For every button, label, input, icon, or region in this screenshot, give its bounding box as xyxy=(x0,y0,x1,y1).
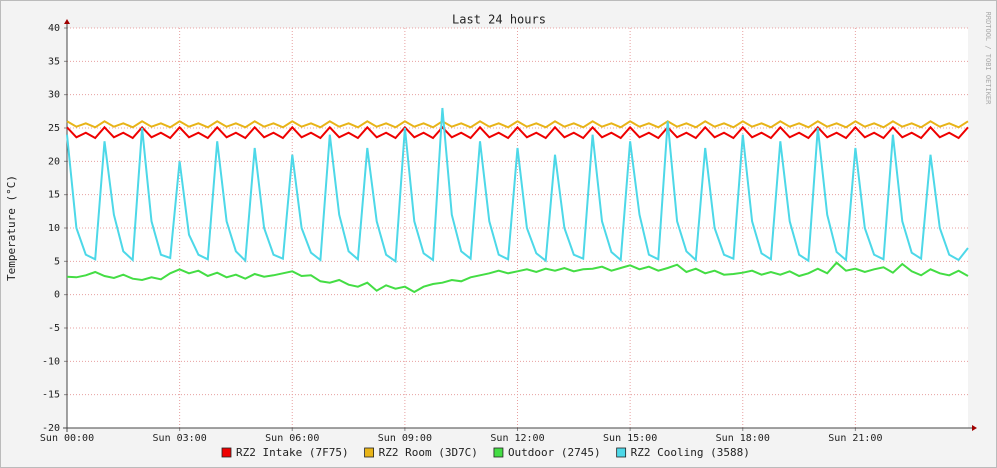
y-tick-label: 30 xyxy=(48,90,60,101)
legend-label: RZ2 Cooling (3588) xyxy=(631,446,750,459)
y-tick-label: 10 xyxy=(48,223,60,234)
legend-swatch xyxy=(221,447,232,458)
series-line xyxy=(66,107,969,264)
x-tick-label: Sun 12:00 xyxy=(490,433,544,444)
series-line xyxy=(66,125,969,140)
y-tick-label: -10 xyxy=(42,356,60,367)
y-tick-label: 5 xyxy=(54,256,60,267)
y-tick-label: 35 xyxy=(48,56,60,67)
y-axis-arrow xyxy=(64,19,70,24)
legend-swatch xyxy=(364,447,374,458)
series-line xyxy=(66,261,969,294)
legend-swatch xyxy=(616,447,627,458)
legend-label: RZ2 Intake (7F75) xyxy=(236,446,349,459)
x-tick-label: Sun 15:00 xyxy=(603,433,657,444)
y-tick-label: 25 xyxy=(48,123,60,134)
chart-title: Last 24 hours xyxy=(452,13,546,27)
y-tick-label: -15 xyxy=(42,390,60,401)
y-tick-label: 40 xyxy=(48,23,60,34)
watermark: RRDTOOL / TOBI OETIKER xyxy=(984,12,992,106)
y-tick-label: 0 xyxy=(54,290,60,301)
x-tick-label: Sun 00:00 xyxy=(40,433,94,444)
x-tick-label: Sun 21:00 xyxy=(828,433,882,444)
x-tick-label: Sun 18:00 xyxy=(716,433,770,444)
x-tick-label: Sun 03:00 xyxy=(153,433,207,444)
series-line xyxy=(66,120,969,129)
y-axis-label: Temperature (°C) xyxy=(5,175,18,281)
x-axis-arrow xyxy=(972,425,977,431)
y-tick-label: 15 xyxy=(48,190,60,201)
y-tick-label: 20 xyxy=(48,156,60,167)
legend-swatch xyxy=(493,447,504,458)
x-tick-label: Sun 06:00 xyxy=(265,433,319,444)
legend-label: Outdoor (2745) xyxy=(508,446,601,459)
legend-label: RZ2 Room (3D7C) xyxy=(379,446,478,459)
y-tick-label: -20 xyxy=(42,423,60,434)
x-tick-label: Sun 09:00 xyxy=(378,433,432,444)
y-tick-label: -5 xyxy=(48,323,60,334)
